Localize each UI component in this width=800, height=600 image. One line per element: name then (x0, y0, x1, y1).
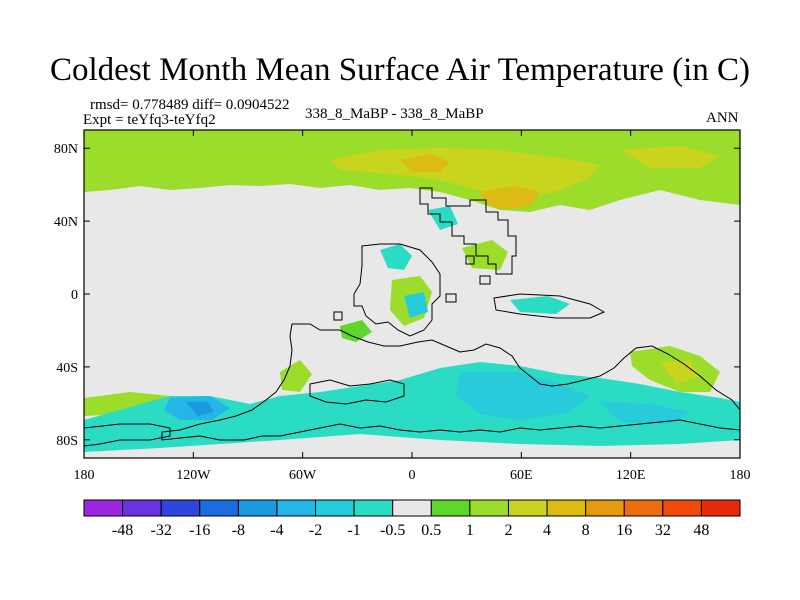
colorbar-swatch (546, 499, 587, 517)
x-tick-label: 0 (409, 468, 416, 483)
x-axis: 180 120W 60W 0 60E 120E 180 (74, 130, 751, 483)
colorbar-label: 0.5 (421, 522, 441, 539)
colorbar-swatch (430, 499, 471, 517)
southern-cool-core-1 (456, 372, 590, 420)
colorbar-label: -8 (232, 522, 245, 539)
colorbar-label: 8 (582, 522, 590, 539)
y-axis: 80N 40N 0 40S 80S (54, 142, 740, 449)
y-tick-label: 80N (54, 142, 78, 157)
x-tick-label: 60E (510, 468, 533, 483)
colorbar-swatch (237, 499, 278, 517)
tropical-patch-6 (340, 320, 372, 342)
southern-neutral-gap (84, 434, 740, 458)
colorbar-label: -4 (270, 522, 283, 539)
arctic-warm-patch (480, 186, 540, 210)
southern-cool-core-4 (600, 402, 690, 424)
experiment-label: Expt = teYfq3-teYfq2 (83, 112, 216, 128)
colorbar-swatch (353, 499, 394, 517)
coastline-north-continent (419, 187, 517, 275)
map-field (84, 130, 740, 458)
colorbar-label: -32 (151, 522, 172, 539)
y-tick-label: 80S (56, 434, 78, 449)
arctic-warm-patch-3 (620, 146, 720, 168)
tropical-patch-7 (428, 206, 458, 230)
stats-label: rmsd= 0.778489 diff= 0.0904522 (90, 97, 290, 113)
colorbar-label: -16 (189, 522, 210, 539)
colorbar-label: 16 (616, 522, 632, 539)
colorbar-swatch (122, 499, 162, 517)
coastline-small-island-1 (465, 255, 475, 265)
season-label: ANN (706, 110, 739, 126)
colorbar-swatch (392, 499, 432, 517)
coastline-south-west-strip (84, 423, 171, 447)
coastline-small-island-4 (333, 311, 343, 321)
period-label: 338_8_MaBP - 338_8_MaBP (305, 106, 484, 122)
colorbar-label: 2 (504, 522, 512, 539)
colorbar-swatch (160, 499, 201, 517)
colorbar-swatch (700, 499, 741, 517)
colorbar: -48 -32 -16 -8 -4 -2 -1 -0.5 0.5 1 2 4 8 16 32 48 (83, 499, 741, 539)
arctic-warm-core (330, 148, 600, 198)
colorbar-swatch (276, 499, 317, 517)
southern-cool-band (84, 362, 740, 458)
colorbar-swatch (623, 499, 664, 517)
coastline-southern-continent (161, 323, 740, 441)
coastline-small-island-3 (445, 293, 457, 303)
colorbar-label: -0.5 (380, 522, 405, 539)
colorbar-swatch (507, 499, 548, 517)
colorbar-swatch (199, 499, 239, 517)
colorbar-swatch (83, 499, 124, 517)
colorbar-label: 48 (693, 522, 709, 539)
south-warm-patch-2 (660, 360, 700, 384)
x-tick-label: 120E (616, 468, 646, 483)
x-tick-label: 180 (730, 468, 751, 483)
colorbar-label: 4 (543, 522, 551, 539)
coastline-small-island-2 (479, 275, 491, 285)
colorbar-label: -2 (309, 522, 322, 539)
y-tick-label: 40N (54, 215, 78, 230)
x-tick-label: 60W (289, 468, 317, 483)
coastline-east-island (493, 293, 606, 319)
colorbar-label: -1 (347, 522, 360, 539)
plot-title: Coldest Month Mean Surface Air Temperatu… (50, 52, 750, 88)
x-tick-label: 180 (74, 468, 95, 483)
tropical-patch-3 (404, 292, 428, 318)
coastline-south-inner (309, 379, 405, 405)
arctic-warm-patch-2 (400, 154, 450, 172)
coastline-central-continent (353, 243, 441, 337)
colorbar-swatch (662, 499, 702, 517)
y-tick-label: 40S (56, 361, 78, 376)
colorbar-label: 32 (655, 522, 671, 539)
southern-cool-core-3 (186, 402, 214, 416)
colorbar-label: -48 (112, 522, 133, 539)
colorbar-swatch (585, 499, 625, 517)
x-tick-label: 120W (176, 468, 211, 483)
colorbar-swatch (469, 499, 509, 517)
south-warm-patch-4 (280, 360, 312, 392)
colorbar-label: 1 (466, 522, 474, 539)
coastlines (84, 187, 740, 447)
tropical-patch-1 (380, 244, 412, 270)
y-tick-label: 0 (71, 288, 78, 303)
tropical-patch-5 (510, 296, 570, 314)
colorbar-swatch (315, 499, 355, 517)
